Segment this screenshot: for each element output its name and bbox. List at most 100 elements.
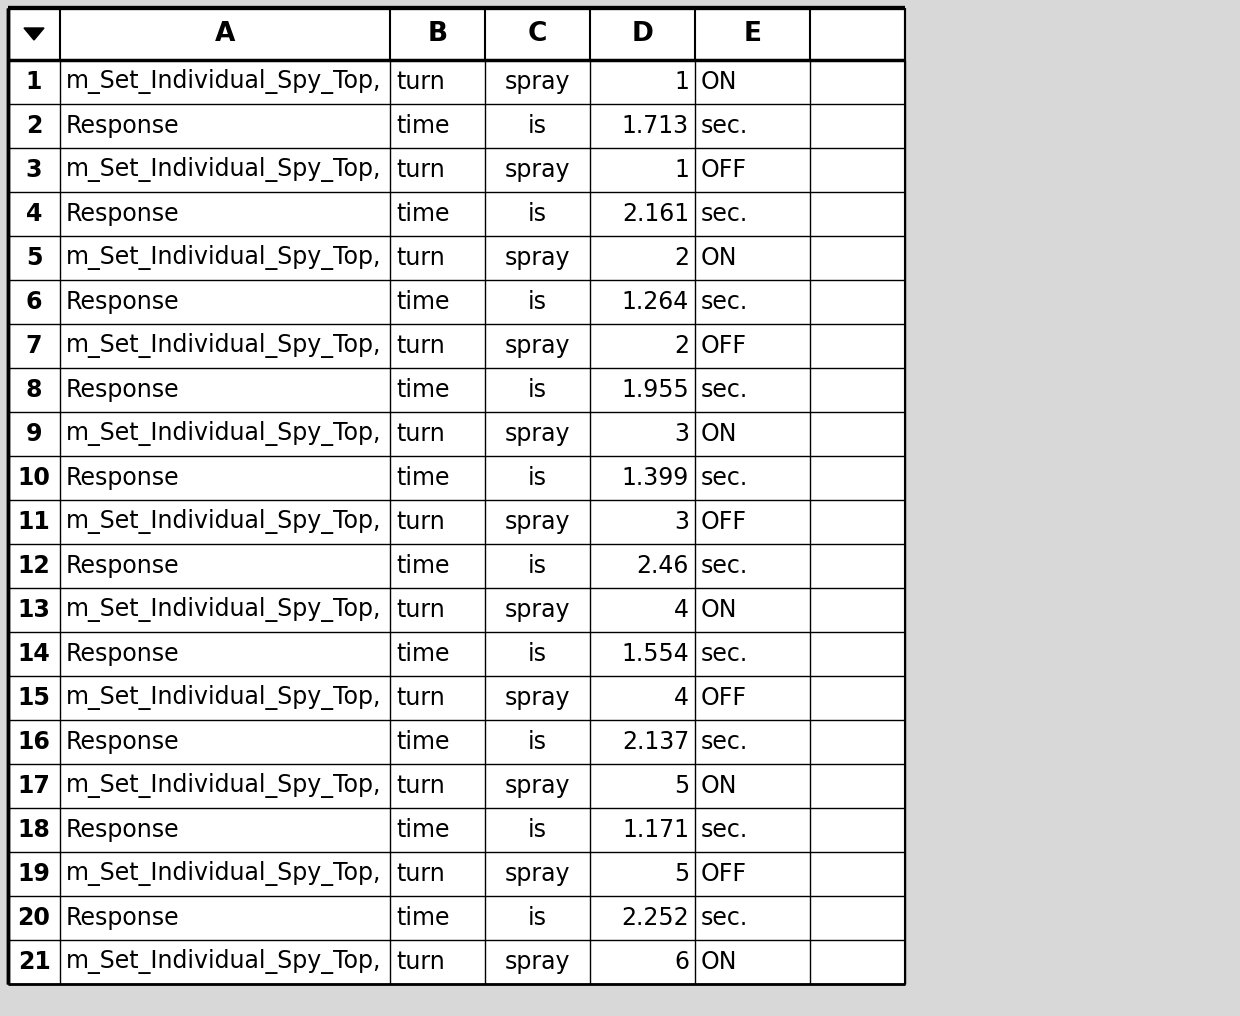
Text: 1.713: 1.713 bbox=[622, 114, 689, 138]
Text: 2: 2 bbox=[675, 334, 689, 358]
Text: 1: 1 bbox=[675, 70, 689, 94]
Text: ON: ON bbox=[701, 246, 738, 270]
Text: turn: turn bbox=[396, 598, 445, 622]
Text: 1.554: 1.554 bbox=[621, 642, 689, 666]
Text: 16: 16 bbox=[17, 731, 51, 754]
Text: A: A bbox=[215, 21, 236, 47]
Text: m_Set_Individual_Spy_Top,: m_Set_Individual_Spy_Top, bbox=[66, 333, 382, 359]
Text: is: is bbox=[528, 202, 547, 226]
Text: sec.: sec. bbox=[701, 378, 748, 402]
Text: is: is bbox=[528, 378, 547, 402]
Text: Response: Response bbox=[66, 114, 180, 138]
Text: 3: 3 bbox=[26, 158, 42, 182]
Text: is: is bbox=[528, 466, 547, 490]
Text: Response: Response bbox=[66, 906, 180, 930]
Text: sec.: sec. bbox=[701, 731, 748, 754]
Text: OFF: OFF bbox=[701, 334, 746, 358]
Text: Response: Response bbox=[66, 202, 180, 226]
Text: turn: turn bbox=[396, 510, 445, 534]
Text: m_Set_Individual_Spy_Top,: m_Set_Individual_Spy_Top, bbox=[66, 773, 382, 799]
Text: 13: 13 bbox=[17, 598, 51, 622]
Text: 11: 11 bbox=[17, 510, 51, 534]
Text: 5: 5 bbox=[673, 862, 689, 886]
Text: spray: spray bbox=[505, 510, 570, 534]
Text: sec.: sec. bbox=[701, 906, 748, 930]
Text: is: is bbox=[528, 114, 547, 138]
Text: 18: 18 bbox=[17, 818, 51, 842]
Text: time: time bbox=[396, 818, 449, 842]
Text: turn: turn bbox=[396, 422, 445, 446]
Text: 10: 10 bbox=[17, 466, 51, 490]
Text: is: is bbox=[528, 642, 547, 666]
Text: turn: turn bbox=[396, 950, 445, 974]
Text: turn: turn bbox=[396, 862, 445, 886]
Bar bbox=[7, 8, 905, 60]
Text: 12: 12 bbox=[17, 554, 51, 578]
Text: 15: 15 bbox=[17, 686, 51, 710]
Text: 4: 4 bbox=[675, 686, 689, 710]
Text: time: time bbox=[396, 114, 449, 138]
Text: m_Set_Individual_Spy_Top,: m_Set_Individual_Spy_Top, bbox=[66, 950, 382, 974]
Text: Response: Response bbox=[66, 731, 180, 754]
Text: sec.: sec. bbox=[701, 554, 748, 578]
Text: Response: Response bbox=[66, 642, 180, 666]
Text: is: is bbox=[528, 731, 547, 754]
Text: sec.: sec. bbox=[701, 642, 748, 666]
Text: is: is bbox=[528, 906, 547, 930]
Text: spray: spray bbox=[505, 70, 570, 94]
Text: 20: 20 bbox=[17, 906, 51, 930]
Text: 2.161: 2.161 bbox=[622, 202, 689, 226]
Text: turn: turn bbox=[396, 774, 445, 798]
Text: OFF: OFF bbox=[701, 510, 746, 534]
Text: 6: 6 bbox=[26, 290, 42, 314]
Text: m_Set_Individual_Spy_Top,: m_Set_Individual_Spy_Top, bbox=[66, 157, 382, 183]
Text: time: time bbox=[396, 731, 449, 754]
Text: OFF: OFF bbox=[701, 686, 746, 710]
Text: 1: 1 bbox=[26, 70, 42, 94]
Text: 1.171: 1.171 bbox=[622, 818, 689, 842]
Text: is: is bbox=[528, 290, 547, 314]
Text: time: time bbox=[396, 378, 449, 402]
Text: spray: spray bbox=[505, 334, 570, 358]
Text: time: time bbox=[396, 202, 449, 226]
Text: spray: spray bbox=[505, 422, 570, 446]
Text: spray: spray bbox=[505, 862, 570, 886]
Text: 1: 1 bbox=[675, 158, 689, 182]
Text: 2.252: 2.252 bbox=[621, 906, 689, 930]
Text: 6: 6 bbox=[675, 950, 689, 974]
Text: OFF: OFF bbox=[701, 862, 746, 886]
Text: D: D bbox=[631, 21, 653, 47]
Text: 5: 5 bbox=[26, 246, 42, 270]
Text: spray: spray bbox=[505, 158, 570, 182]
Text: Response: Response bbox=[66, 378, 180, 402]
Text: time: time bbox=[396, 466, 449, 490]
Text: 21: 21 bbox=[17, 950, 51, 974]
Text: 2: 2 bbox=[675, 246, 689, 270]
Text: 2.137: 2.137 bbox=[621, 731, 689, 754]
Text: 3: 3 bbox=[675, 422, 689, 446]
Text: sec.: sec. bbox=[701, 202, 748, 226]
Text: is: is bbox=[528, 554, 547, 578]
Text: ON: ON bbox=[701, 422, 738, 446]
Text: ON: ON bbox=[701, 70, 738, 94]
Text: turn: turn bbox=[396, 70, 445, 94]
Text: spray: spray bbox=[505, 686, 570, 710]
Text: time: time bbox=[396, 642, 449, 666]
Text: m_Set_Individual_Spy_Top,: m_Set_Individual_Spy_Top, bbox=[66, 246, 382, 270]
Text: 5: 5 bbox=[673, 774, 689, 798]
Text: 1.264: 1.264 bbox=[621, 290, 689, 314]
Text: m_Set_Individual_Spy_Top,: m_Set_Individual_Spy_Top, bbox=[66, 509, 382, 534]
Text: 8: 8 bbox=[26, 378, 42, 402]
Text: turn: turn bbox=[396, 246, 445, 270]
Text: m_Set_Individual_Spy_Top,: m_Set_Individual_Spy_Top, bbox=[66, 862, 382, 887]
Text: time: time bbox=[396, 554, 449, 578]
Text: 2.46: 2.46 bbox=[636, 554, 689, 578]
Text: Response: Response bbox=[66, 290, 180, 314]
Text: turn: turn bbox=[396, 158, 445, 182]
Text: 19: 19 bbox=[17, 862, 51, 886]
Text: is: is bbox=[528, 818, 547, 842]
Text: m_Set_Individual_Spy_Top,: m_Set_Individual_Spy_Top, bbox=[66, 597, 382, 623]
Text: ON: ON bbox=[701, 598, 738, 622]
Text: spray: spray bbox=[505, 950, 570, 974]
Text: spray: spray bbox=[505, 246, 570, 270]
